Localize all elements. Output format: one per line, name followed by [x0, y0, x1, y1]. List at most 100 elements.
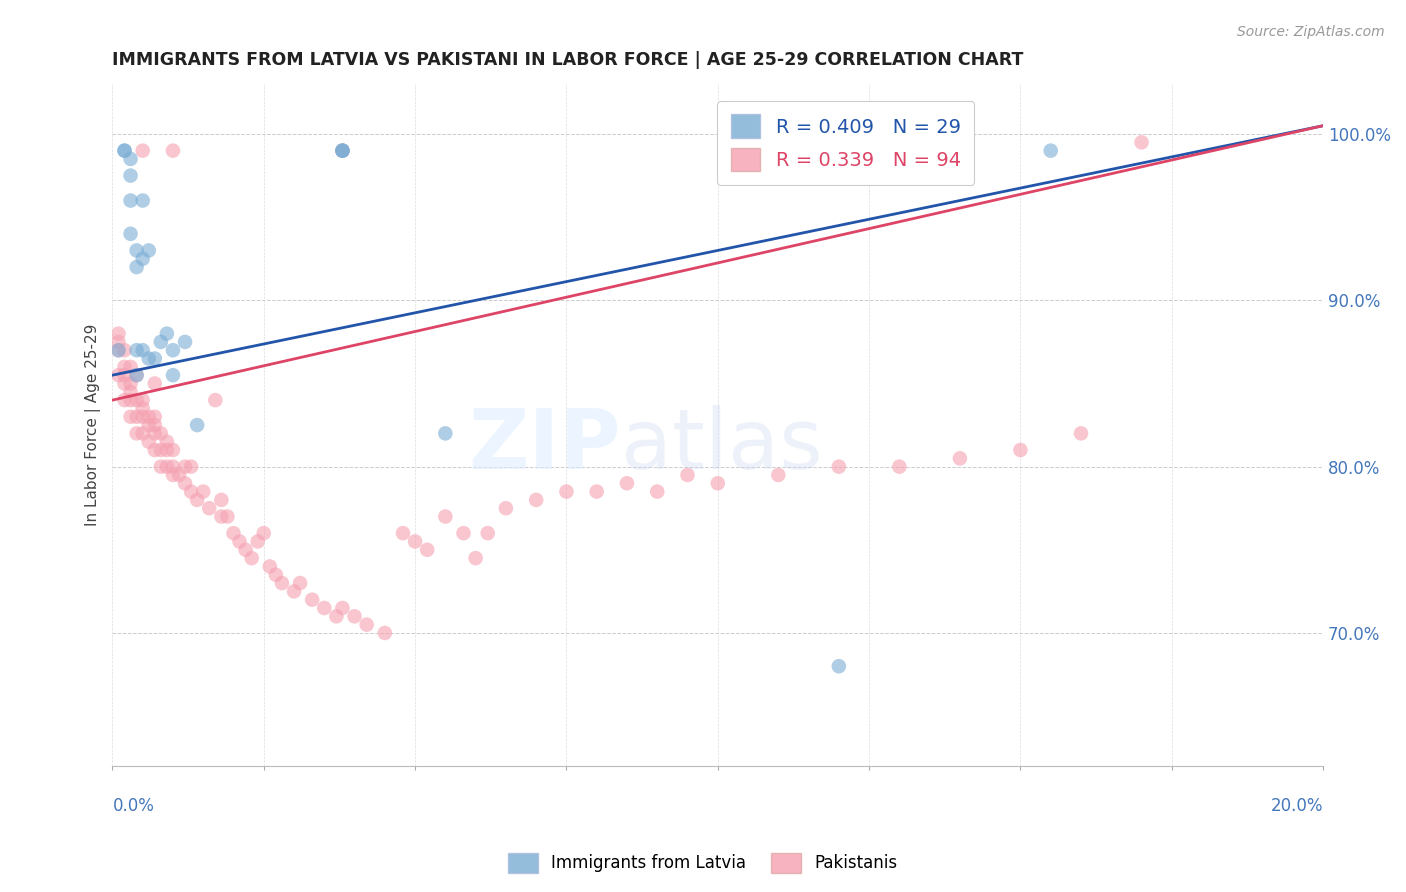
Point [125, 426, 148, 441]
Point [416, 542, 439, 557]
Point [828, 659, 851, 673]
Point [143, 442, 166, 457]
Point [271, 576, 294, 591]
Point [555, 484, 578, 499]
Point [325, 609, 347, 624]
Point [332, 144, 354, 158]
Point [253, 526, 276, 541]
Point [676, 467, 699, 482]
Point [645, 484, 668, 499]
Point [434, 509, 457, 524]
Point [114, 368, 136, 383]
Point [143, 351, 166, 366]
Legend: R = 0.409   N = 29, R = 0.339   N = 94: R = 0.409 N = 29, R = 0.339 N = 94 [717, 101, 974, 185]
Point [120, 393, 142, 408]
Point [120, 152, 142, 166]
Point [120, 169, 142, 183]
Point [138, 434, 160, 449]
Point [949, 451, 972, 466]
Point [1070, 426, 1092, 441]
Point [198, 501, 221, 516]
Point [235, 542, 257, 557]
Point [125, 260, 148, 274]
Point [768, 467, 790, 482]
Point [162, 442, 184, 457]
Point [889, 459, 911, 474]
Legend: Immigrants from Latvia, Pakistanis: Immigrants from Latvia, Pakistanis [502, 847, 904, 880]
Point [1130, 136, 1153, 150]
Point [143, 376, 166, 391]
Point [209, 492, 232, 507]
Point [356, 617, 378, 632]
Point [374, 626, 396, 640]
Point [404, 534, 426, 549]
Point [131, 144, 153, 158]
Point [174, 334, 197, 349]
Point [107, 326, 129, 341]
Point [107, 343, 129, 358]
Point [114, 144, 136, 158]
Point [156, 326, 179, 341]
Point [1010, 442, 1032, 457]
Point [131, 401, 153, 416]
Point [301, 592, 323, 607]
Point [156, 442, 179, 457]
Point [217, 509, 239, 524]
Point [332, 601, 354, 615]
Point [204, 393, 226, 408]
Point [114, 376, 136, 391]
Point [120, 227, 142, 241]
Point [125, 393, 148, 408]
Text: 20.0%: 20.0% [1271, 797, 1323, 814]
Point [138, 409, 160, 424]
Point [162, 368, 184, 383]
Point [162, 459, 184, 474]
Point [828, 459, 851, 474]
Point [264, 567, 287, 582]
Point [240, 551, 263, 566]
Point [114, 144, 136, 158]
Point [125, 409, 148, 424]
Point [120, 409, 142, 424]
Point [125, 368, 148, 383]
Point [131, 252, 153, 266]
Point [131, 393, 153, 408]
Point [131, 409, 153, 424]
Point [193, 484, 215, 499]
Text: IMMIGRANTS FROM LATVIA VS PAKISTANI IN LABOR FORCE | AGE 25-29 CORRELATION CHART: IMMIGRANTS FROM LATVIA VS PAKISTANI IN L… [112, 51, 1024, 69]
Point [162, 467, 184, 482]
Point [120, 384, 142, 399]
Point [143, 426, 166, 441]
Point [149, 442, 172, 457]
Point [283, 584, 305, 599]
Point [131, 343, 153, 358]
Point [120, 194, 142, 208]
Point [524, 492, 547, 507]
Point [162, 343, 184, 358]
Point [114, 359, 136, 374]
Point [149, 426, 172, 441]
Point [453, 526, 475, 541]
Point [131, 426, 153, 441]
Point [707, 476, 730, 491]
Point [167, 467, 190, 482]
Point [616, 476, 638, 491]
Point [209, 509, 232, 524]
Text: 0.0%: 0.0% [112, 797, 155, 814]
Point [138, 351, 160, 366]
Point [392, 526, 415, 541]
Point [477, 526, 499, 541]
Text: atlas: atlas [621, 405, 823, 486]
Text: Source: ZipAtlas.com: Source: ZipAtlas.com [1237, 25, 1385, 39]
Point [332, 144, 354, 158]
Point [156, 434, 179, 449]
Point [222, 526, 245, 541]
Point [107, 343, 129, 358]
Point [180, 459, 202, 474]
Point [180, 484, 202, 499]
Point [288, 576, 311, 591]
Point [149, 334, 172, 349]
Point [186, 492, 208, 507]
Point [314, 601, 336, 615]
Point [131, 194, 153, 208]
